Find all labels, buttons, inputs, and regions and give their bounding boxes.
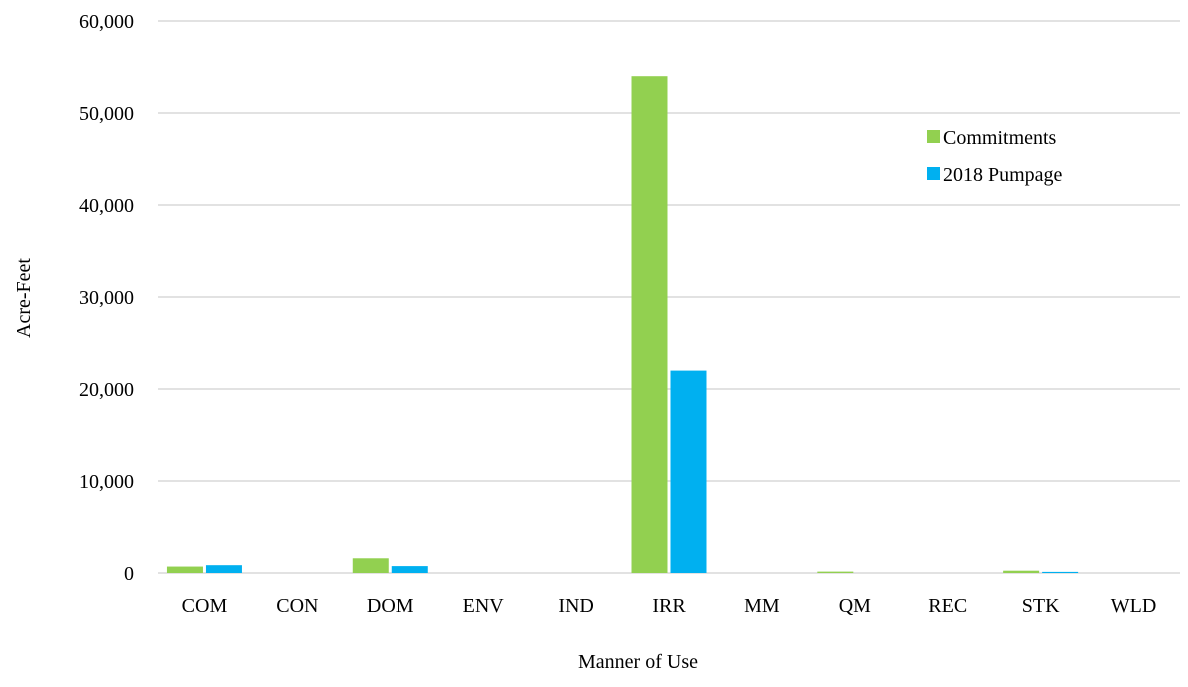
- x-tick-label: DOM: [367, 595, 414, 617]
- bar-commitments-dom: [352, 558, 389, 573]
- bar-commitments-stk: [1003, 570, 1040, 573]
- x-tick-label: IRR: [652, 595, 686, 617]
- y-tick-label: 10,000: [79, 471, 134, 493]
- y-tick-label: 50,000: [79, 103, 134, 125]
- x-tick-label: IND: [558, 595, 594, 617]
- bar-commitments-qm: [817, 571, 854, 573]
- gridlines: [158, 20, 1180, 574]
- bars: [166, 76, 1079, 573]
- legend-label: Commitments: [943, 127, 1057, 149]
- x-axis-title: Manner of Use: [578, 651, 698, 673]
- x-axis-ticks: COM CON DOM ENV IND IRR MM QM REC STK WLD: [182, 595, 1157, 617]
- bar-2018-pumpage-stk: [1042, 571, 1079, 573]
- x-tick-label: ENV: [463, 595, 505, 617]
- x-tick-label: CON: [276, 595, 318, 617]
- y-tick-label: 60,000: [79, 11, 134, 33]
- legend-swatch: [927, 130, 940, 143]
- bar-commitments-com: [166, 566, 203, 573]
- x-tick-label: REC: [928, 595, 967, 617]
- y-tick-label: 30,000: [79, 287, 134, 309]
- x-tick-label: MM: [744, 595, 780, 617]
- y-axis-title: Acre-Feet: [13, 258, 35, 338]
- bar-2018-pumpage-com: [205, 565, 242, 573]
- x-tick-label: COM: [182, 595, 228, 617]
- y-axis-ticks: 0 10,000 20,000 30,000 40,000 50,000 60,000: [79, 11, 134, 585]
- y-tick-label: 20,000: [79, 379, 134, 401]
- x-tick-label: QM: [839, 595, 871, 617]
- legend-label: 2018 Pumpage: [943, 164, 1063, 186]
- bar-2018-pumpage-dom: [391, 566, 428, 573]
- legend: Commitments 2018 Pumpage: [927, 127, 1063, 186]
- legend-swatch: [927, 167, 940, 180]
- y-tick-label: 40,000: [79, 195, 134, 217]
- x-tick-label: WLD: [1111, 595, 1157, 617]
- bar-commitments-irr: [631, 76, 668, 573]
- x-tick-label: STK: [1022, 595, 1060, 617]
- y-tick-label: 0: [124, 563, 134, 585]
- bar-2018-pumpage-irr: [670, 370, 707, 573]
